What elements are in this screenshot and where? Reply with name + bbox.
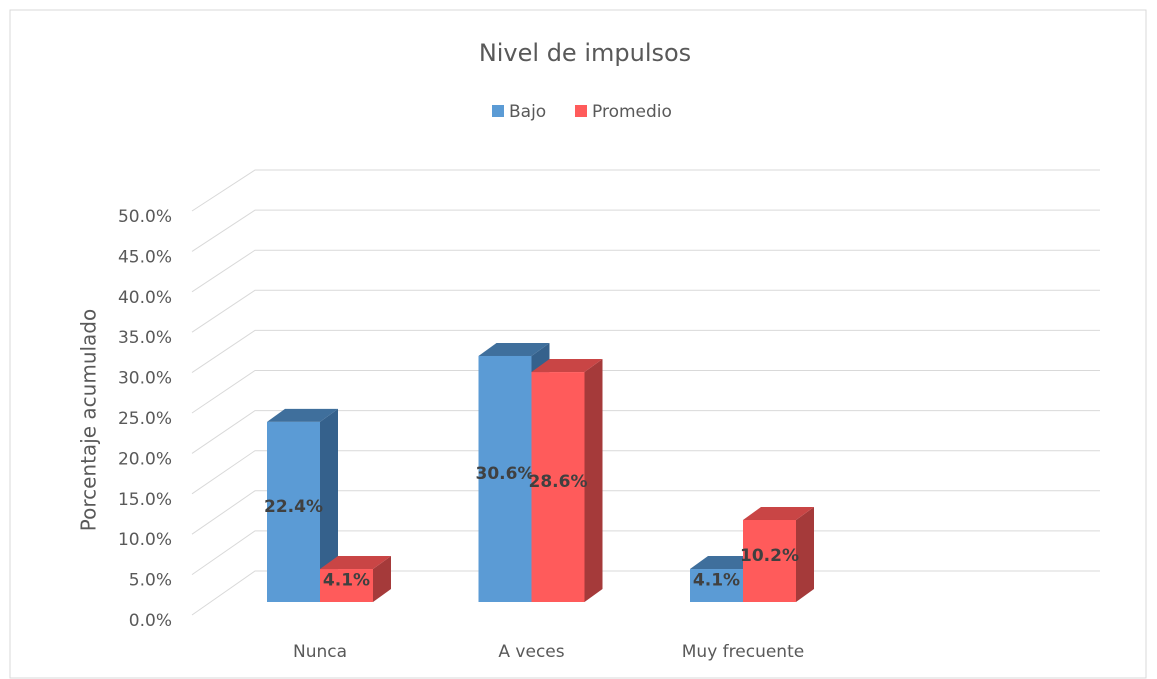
data-label: 30.6% (476, 464, 535, 484)
grid-line (191, 530, 1100, 576)
bar (531, 359, 603, 602)
bar-top (320, 556, 391, 570)
grid-line (191, 450, 1100, 495)
y-tick-label: 0.0% (129, 611, 172, 631)
bar (267, 408, 338, 602)
data-label: 4.1% (693, 571, 740, 591)
y-tick-label: 50.0% (118, 207, 172, 227)
y-tick-label: 5.0% (129, 571, 172, 591)
bar (320, 556, 391, 602)
bar-front (690, 569, 743, 602)
legend-swatch (575, 105, 587, 117)
bar-top (531, 359, 603, 373)
bar-top (743, 506, 814, 520)
grid-line (191, 370, 1100, 414)
data-label: 28.6% (529, 472, 588, 492)
x-tick-label: Nunca (293, 642, 347, 662)
y-tick-label: 35.0% (118, 328, 172, 348)
y-tick-label: 30.0% (118, 369, 172, 389)
y-tick-label: 15.0% (118, 490, 172, 510)
bar-front (320, 569, 373, 602)
grid-line (191, 289, 1100, 333)
bar-front (743, 519, 796, 602)
bar-side (584, 359, 603, 602)
data-label: 22.4% (264, 497, 323, 517)
data-label: 10.2% (740, 546, 799, 566)
bar-front (531, 372, 585, 602)
y-tick-label: 10.0% (118, 530, 172, 550)
bar-top (267, 408, 338, 422)
data-label: 4.1% (323, 571, 370, 591)
legend-label: Bajo (509, 102, 546, 122)
bar-front (267, 421, 320, 602)
legend-label: Promedio (592, 102, 672, 122)
grid-line (191, 169, 1100, 212)
grid-line (191, 410, 1100, 454)
bar-side (796, 506, 814, 602)
grid-line (191, 570, 1100, 616)
bar-side (373, 556, 391, 602)
bar-front (478, 355, 532, 602)
grid-line (191, 329, 1100, 374)
grid-line (191, 249, 1100, 293)
y-tick-label: 40.0% (118, 288, 172, 308)
grid-line (191, 209, 1100, 252)
bar-side (320, 408, 338, 602)
x-tick-label: Muy frecuente (682, 642, 804, 662)
x-tick-label: A veces (498, 642, 564, 662)
y-tick-label: 25.0% (118, 409, 172, 429)
chart-title: Nivel de impulsos (479, 39, 691, 67)
grid-line (191, 490, 1100, 535)
y-tick-label: 45.0% (118, 247, 172, 267)
bar-top (478, 342, 550, 356)
y-axis-title: Porcentaje acumulado (77, 309, 101, 532)
bar (743, 506, 814, 602)
y-tick-label: 20.0% (118, 449, 172, 469)
legend-swatch (492, 105, 504, 117)
